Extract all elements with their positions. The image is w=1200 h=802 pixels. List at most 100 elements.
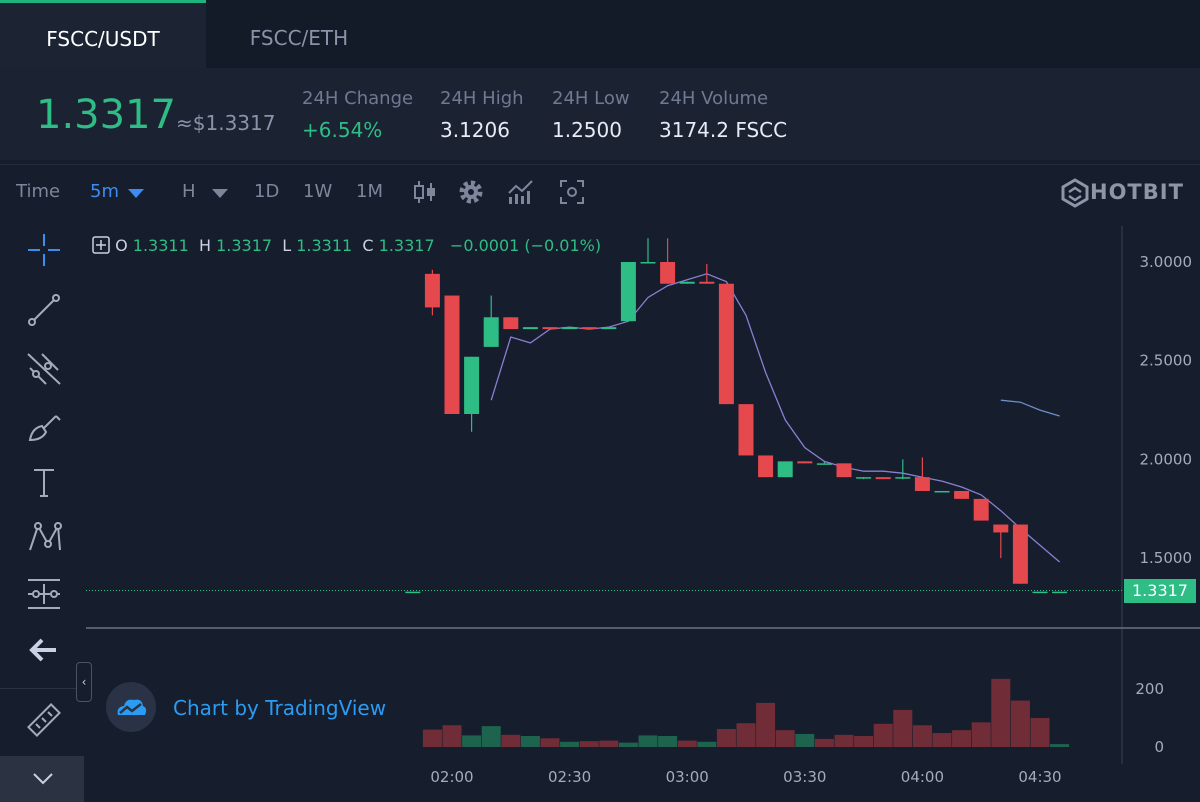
volume-bar [462,735,482,747]
indicators-icon[interactable] [506,177,536,207]
volume-bar [932,733,952,747]
candle-body [562,327,578,330]
candle-body [483,317,499,347]
pitchfork-icon[interactable] [22,346,66,390]
caret-down-icon[interactable] [210,187,230,199]
volume-bar [834,734,854,747]
volume-bar [560,741,580,747]
screenshot-icon[interactable] [557,177,587,207]
stat-label-low: 24H Low [552,88,630,109]
interval-1m[interactable]: 1M [356,181,383,202]
candle-body [1012,524,1028,584]
interval-1d[interactable]: 1D [254,181,280,202]
pattern-icon[interactable] [22,516,66,560]
legend-close: 1.3317 [378,236,435,255]
ruler-icon[interactable] [22,698,66,742]
legend-close-label: C [362,236,374,255]
volume-bar [814,738,834,747]
interval-5m[interactable]: 5m [90,181,119,202]
candle-body [1032,591,1048,594]
interval-1w[interactable]: 1W [303,181,333,202]
candle-body [444,295,460,414]
volume-bar [442,725,462,747]
candle-body [718,283,734,405]
candles [405,238,1068,594]
volume-bar [501,734,521,747]
legend-high-label: H [198,236,211,255]
volume-bar [893,709,913,747]
volume-bar [873,723,893,747]
candle-body [679,281,695,284]
legend-open-label: O [115,236,128,255]
stat-value-high: 3.1206 [440,118,510,142]
brush-icon[interactable] [22,404,66,448]
tradingview-cloud-icon [117,699,147,715]
volume-bar [658,735,678,747]
candle-body [856,477,872,479]
axis-labels: 3.0000 2.5000 2.0000 1.5000 200 0 02:00 02:30 03… [430,253,1192,786]
tab-fscc-usdt[interactable]: FSCC/USDT [0,0,206,71]
tradingview-badge[interactable] [106,682,156,732]
caret-down-icon[interactable] [126,187,146,199]
volume-bar [697,741,717,747]
gear-icon[interactable] [456,177,486,207]
candle-body [542,327,558,330]
drawing-tools-sidebar [0,220,86,802]
volume-bar [481,726,501,747]
volume-bar [756,702,776,747]
time-tick-label: 03:30 [783,768,826,786]
tab-fscc-eth[interactable]: FSCC/ETH [249,26,349,50]
ticker-bar: 1.3317 ≈$1.3317 24H Change +6.54% 24H Hi… [0,68,1200,160]
chevron-down-icon[interactable] [28,764,58,794]
candle-body [503,317,519,330]
legend-low-label: L [282,236,292,255]
tradingview-attribution[interactable]: Chart by TradingView [173,696,387,720]
volume-bar [854,735,874,747]
measure-icon[interactable] [22,572,66,616]
candle-body [581,327,597,330]
sidebar-divider [0,688,86,689]
volume-bar [618,742,638,747]
candle-body [797,461,813,464]
candle-body [934,490,950,493]
candle-body [660,262,676,284]
candle-body [816,463,832,465]
volume-bar [599,740,619,747]
trend-line-icon[interactable] [22,288,66,332]
volume-bar [991,678,1011,747]
price-tick-label: 2.5000 [1140,352,1193,370]
bottom-toolbar-tab[interactable] [0,756,84,802]
time-tick-label: 03:00 [666,768,709,786]
volume-bar [912,725,932,747]
interval-h[interactable]: H [182,181,196,202]
stat-label-change: 24H Change [302,88,414,109]
plus-square-icon[interactable] [92,236,110,254]
candle-body [954,490,970,499]
candle-body [405,591,421,594]
ohlc-legend: O 1.3311 H 1.3317 L 1.3311 C 1.3317 −0.0… [92,236,601,255]
chart-toolbar: Time 5m H 1D 1W 1M HOTBIT [0,164,1200,221]
hotbit-logo-text: HOTBIT [1090,180,1184,204]
candle-body [620,262,636,322]
crosshair-icon[interactable] [22,228,66,272]
time-tick-label: 04:30 [1018,768,1061,786]
legend-low: 1.3311 [296,236,353,255]
price-tick-label: 2.0000 [1140,450,1193,468]
candle-body [895,477,911,479]
ma-line [1000,399,1060,417]
volume-bar [716,729,736,747]
text-icon[interactable] [22,460,66,504]
candle-body [699,281,715,284]
candlestick-icon[interactable] [410,177,440,207]
stat-value-change: +6.54% [302,118,383,142]
candle-body [424,273,440,308]
arrow-left-icon[interactable] [22,628,66,672]
volume-bar [677,740,697,747]
sidebar-collapse-handle[interactable]: ‹ [76,662,92,702]
time-tick-label: 02:30 [548,768,591,786]
last-price: 1.3317 [36,92,176,138]
volume-bar [1030,718,1050,747]
candle-body [738,404,754,456]
price-tick-label: 3.0000 [1140,253,1193,271]
